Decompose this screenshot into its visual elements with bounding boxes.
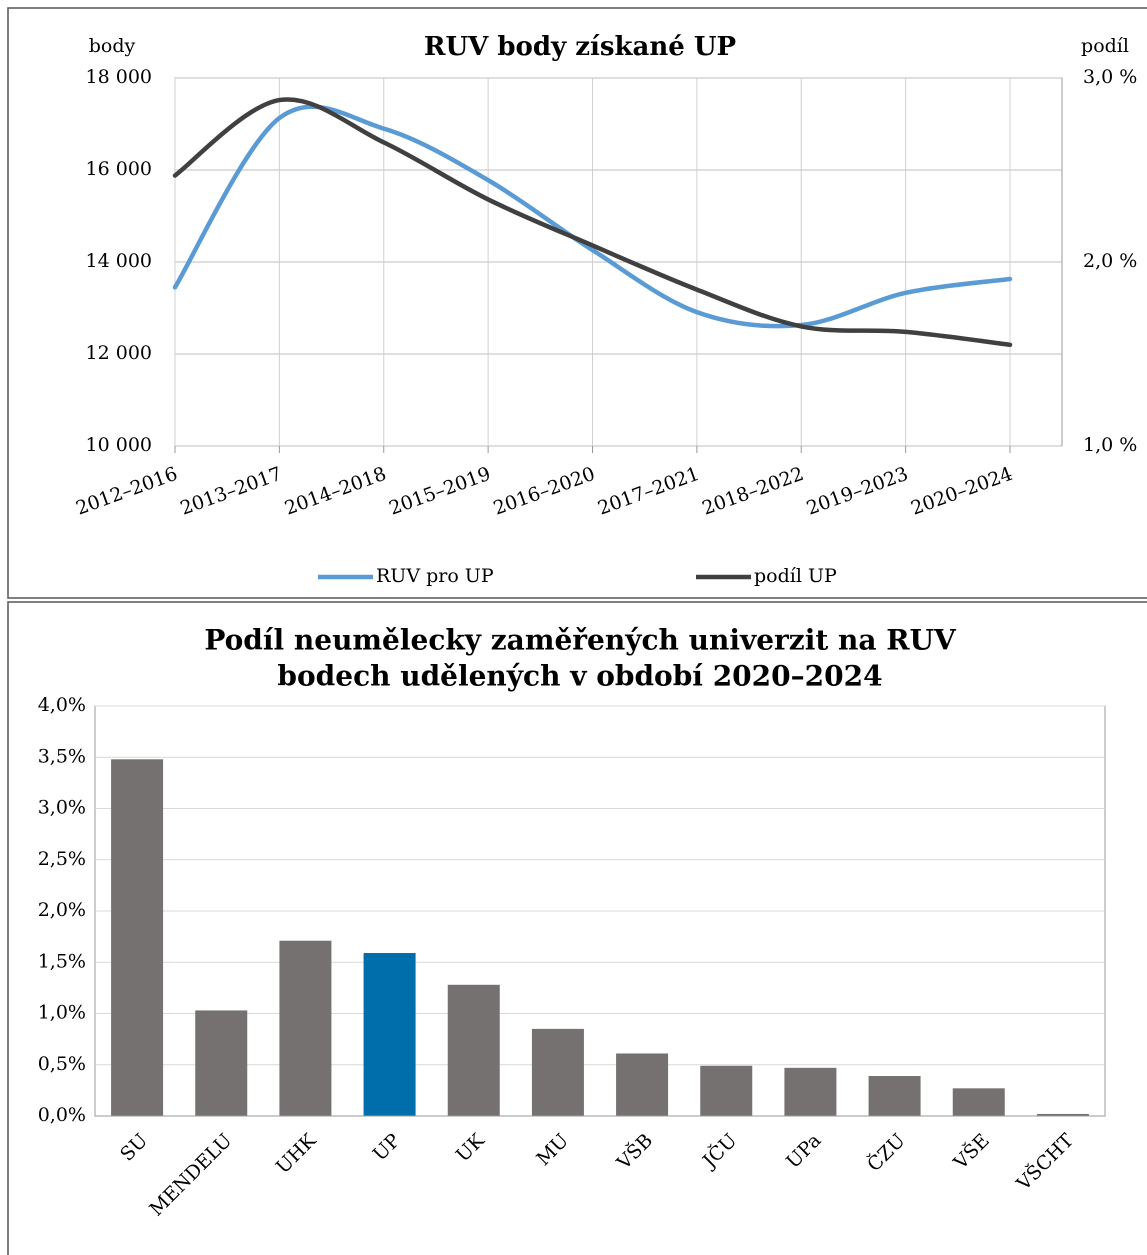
y-tick-label: 10 000 [86, 434, 152, 456]
line-series [172, 97, 1013, 348]
y-tick-label: 2,0% [38, 899, 86, 921]
bar [111, 759, 164, 1116]
bar [952, 1088, 1005, 1116]
y-tick-label: 14 000 [86, 250, 152, 272]
bar [784, 1067, 837, 1116]
bar [279, 940, 332, 1116]
y-tick-label: 3,5% [38, 745, 86, 767]
y-tick-label: 18 000 [86, 66, 152, 88]
y-tick-label: 0,5% [38, 1053, 86, 1075]
chart-title: bodech udělených v období 2020–2024 [277, 660, 882, 693]
bar [531, 1028, 584, 1116]
y2-tick-label: 2,0 % [1083, 250, 1137, 272]
bar [1036, 1113, 1089, 1116]
y-tick-label: 2,5% [38, 848, 86, 870]
y2-tick-label: 1,0 % [1083, 434, 1137, 456]
y-tick-label: 4,0% [38, 694, 86, 716]
bar [616, 1053, 669, 1116]
bar [868, 1076, 921, 1116]
y2-axis-label: podíl [1081, 35, 1129, 57]
y-tick-label: 1,5% [38, 950, 86, 972]
bar [700, 1065, 753, 1116]
legend-label: podíl UP [754, 565, 837, 587]
y-axis-label: body [89, 35, 136, 57]
y-tick-label: 3,0% [38, 797, 86, 819]
y-tick-label: 0,0% [38, 1104, 86, 1126]
y2-tick-label: 3,0 % [1083, 66, 1137, 88]
bar [363, 953, 416, 1116]
y-tick-label: 16 000 [86, 158, 152, 180]
y-tick-label: 1,0% [38, 1002, 86, 1024]
y-tick-label: 12 000 [86, 342, 152, 364]
chart-title: RUV body získané UP [424, 32, 736, 62]
bar [447, 984, 500, 1116]
bar [195, 1010, 248, 1116]
chart-title: Podíl neumělecky zaměřených univerzit na… [204, 624, 957, 657]
legend-label: RUV pro UP [376, 565, 494, 587]
